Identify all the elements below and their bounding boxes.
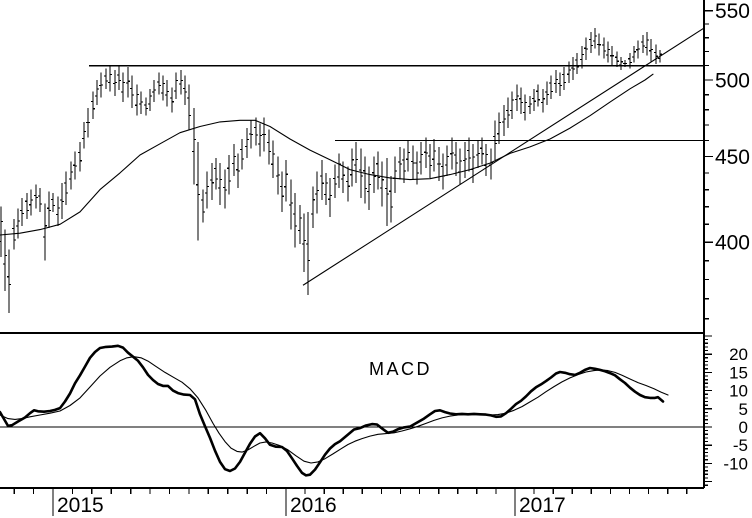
macd-axis-label-20: 20 [729,345,748,364]
price-axis-label-550: 550 [715,0,750,23]
macd-axis-label--5: -5 [733,436,748,455]
macd-axis-label-5: 5 [739,400,748,419]
macd-line [0,344,665,477]
macd-axis-label-0: 0 [739,418,748,437]
year-label-2017: 2017 [519,494,566,517]
macd-panel-label: MACD [369,359,432,379]
weekly-ohlc-bars [0,28,662,313]
price-axis-label-500: 500 [715,69,750,92]
signal-line [0,356,669,464]
macd-axis-label-15: 15 [729,363,748,382]
price-axis-label-400: 400 [715,232,750,255]
price-axis-label-450: 450 [715,146,750,169]
macd-axis-label--10: -10 [723,454,748,473]
macd-axis-label-10: 10 [729,382,748,401]
year-label-2015: 2015 [57,494,104,517]
year-label-2016: 2016 [290,494,337,517]
moving-average-line [0,73,654,236]
